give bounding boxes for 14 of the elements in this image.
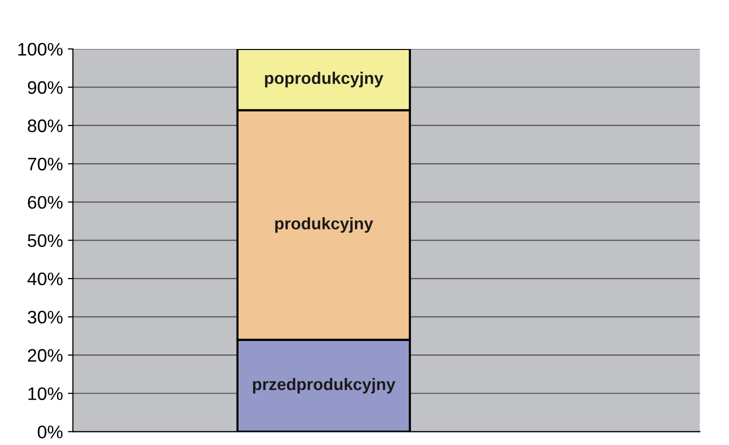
y-tick-label: 100%	[18, 42, 63, 56]
series-label: poprodukcyjny	[265, 72, 384, 88]
y-tick-label: 50%	[28, 234, 63, 248]
y-tick-label: 30%	[28, 310, 63, 324]
y-tick-label: 60%	[28, 196, 63, 209]
y-tick-label: 40%	[27, 272, 63, 286]
y-tick-label: 0%	[38, 426, 63, 438]
series-label: produkcyjny	[275, 217, 374, 233]
y-tick-label: 70%	[28, 158, 63, 170]
series-label: przedprodukcyjny	[253, 378, 396, 394]
y-tick-label: 80%	[28, 119, 63, 132]
y-tick-label: 20%	[28, 349, 63, 362]
y-tick-label: 10%	[28, 387, 63, 400]
y-tick-label: 90%	[28, 81, 63, 94]
